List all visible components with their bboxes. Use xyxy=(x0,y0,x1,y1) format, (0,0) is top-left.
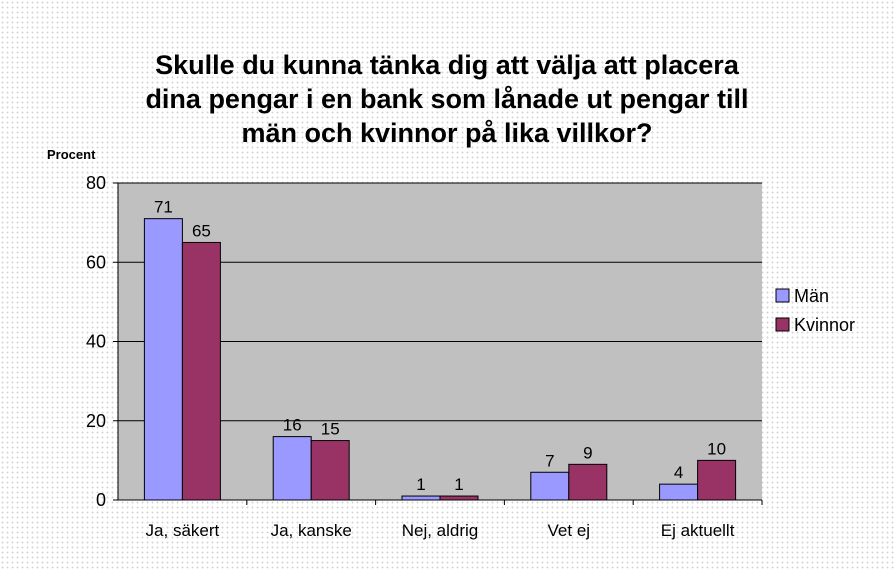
data-label: 16 xyxy=(283,416,302,435)
x-category-label: Vet ej xyxy=(548,521,591,540)
y-tick-label: 20 xyxy=(86,411,106,431)
data-label: 7 xyxy=(545,451,554,470)
data-label: 10 xyxy=(707,439,726,458)
data-label: 4 xyxy=(674,463,683,482)
chart-title-line-3: män och kvinnor på lika villkor? xyxy=(241,118,652,148)
legend: Män Kvinnor xyxy=(775,286,855,335)
data-label: 1 xyxy=(454,475,463,494)
x-category-label: Ja, säkert xyxy=(146,521,220,540)
bar-kvinnor-3 xyxy=(439,495,479,501)
y-tick-label: 40 xyxy=(86,332,106,352)
x-category-label: Ja, kanske xyxy=(271,521,352,540)
bar-kvinnor-5 xyxy=(697,459,737,501)
y-tick-label: 80 xyxy=(86,173,106,193)
gridlines xyxy=(118,182,762,422)
bar-kvinnor-4 xyxy=(568,463,608,501)
data-label: 65 xyxy=(192,221,211,240)
x-category-label: Nej, aldrig xyxy=(402,521,479,540)
bar-m-n-5 xyxy=(659,483,699,501)
chart-title-line-2: dina pengar i en bank som lånade ut peng… xyxy=(145,84,748,114)
y-tick-label: 0 xyxy=(96,490,106,510)
legend-label: Kvinnor xyxy=(794,315,855,335)
bar-m-n-1 xyxy=(143,218,183,501)
y-tick-label: 60 xyxy=(86,252,106,272)
data-label: 9 xyxy=(583,443,592,462)
data-label: 15 xyxy=(321,420,340,439)
chart-title: Skulle du kunna tänka dig att välja att … xyxy=(145,50,748,148)
data-label: 1 xyxy=(416,475,425,494)
legend-swatch xyxy=(775,288,790,303)
bar-m-n-4 xyxy=(530,471,570,501)
chart-title-line-1: Skulle du kunna tänka dig att välja att … xyxy=(155,50,740,80)
bar-kvinnor-2 xyxy=(310,440,350,501)
legend-swatch xyxy=(775,317,790,332)
legend-label: Män xyxy=(794,286,829,306)
y-axis-unit-label: Procent xyxy=(47,147,96,162)
bars xyxy=(143,218,737,501)
x-category-label: Ej aktuellt xyxy=(661,521,735,540)
bar-kvinnor-1 xyxy=(181,241,221,501)
y-axis-ticks: 0 20 40 60 80 xyxy=(86,173,118,510)
x-axis-categories: Ja, säkert Ja, kanske Nej, aldrig Vet ej Ej … xyxy=(146,500,763,540)
data-label: 71 xyxy=(154,198,173,217)
bar-m-n-3 xyxy=(401,495,441,501)
bar-m-n-2 xyxy=(272,436,312,501)
